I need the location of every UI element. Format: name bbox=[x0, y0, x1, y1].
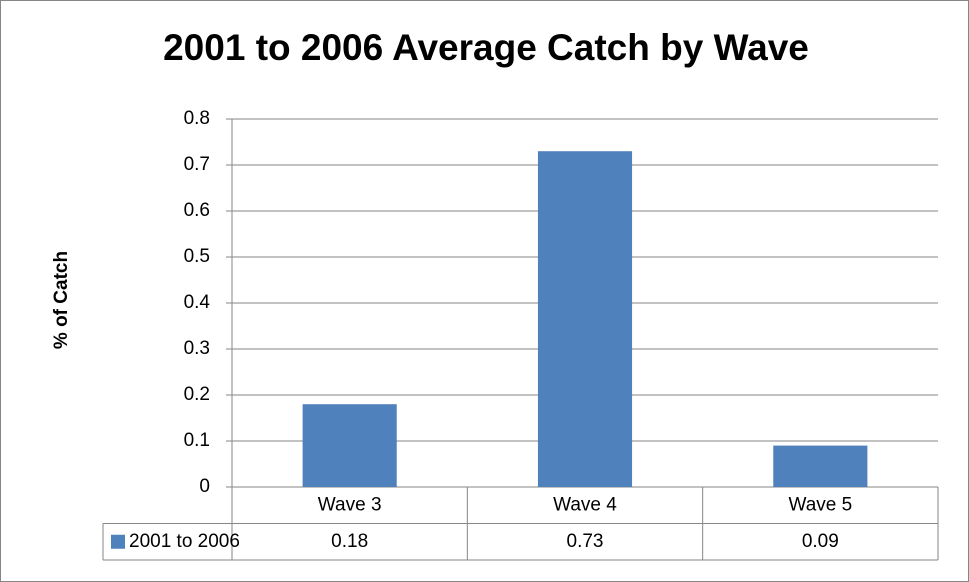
y-tick-label: 0.2 bbox=[184, 384, 210, 405]
y-tick-label: 0.3 bbox=[184, 338, 210, 359]
y-tick-label: 0.7 bbox=[184, 154, 210, 175]
x-tick-label: Wave 3 bbox=[318, 494, 382, 515]
table-value: 0.73 bbox=[567, 531, 604, 552]
legend-label: 2001 to 2006 bbox=[129, 531, 240, 552]
chart-title: 2001 to 2006 Average Catch by Wave bbox=[163, 27, 809, 68]
y-tick-label: 0 bbox=[199, 476, 210, 497]
table-value: 0.18 bbox=[331, 531, 368, 552]
y-tick-label: 0.4 bbox=[184, 292, 211, 313]
y-tick-label: 0.8 bbox=[184, 108, 210, 129]
bar bbox=[537, 151, 633, 487]
bar bbox=[773, 445, 868, 487]
table-value: 0.09 bbox=[802, 531, 839, 552]
y-tick-label: 0.1 bbox=[184, 430, 210, 451]
bar bbox=[302, 404, 397, 487]
legend-swatch bbox=[111, 534, 125, 549]
y-tick-label: 0.6 bbox=[184, 200, 210, 221]
y-tick-label: 0.5 bbox=[184, 246, 210, 267]
x-tick-label: Wave 5 bbox=[788, 494, 852, 515]
y-axis-label: % of Catch bbox=[51, 251, 72, 349]
x-tick-label: Wave 4 bbox=[553, 494, 617, 515]
